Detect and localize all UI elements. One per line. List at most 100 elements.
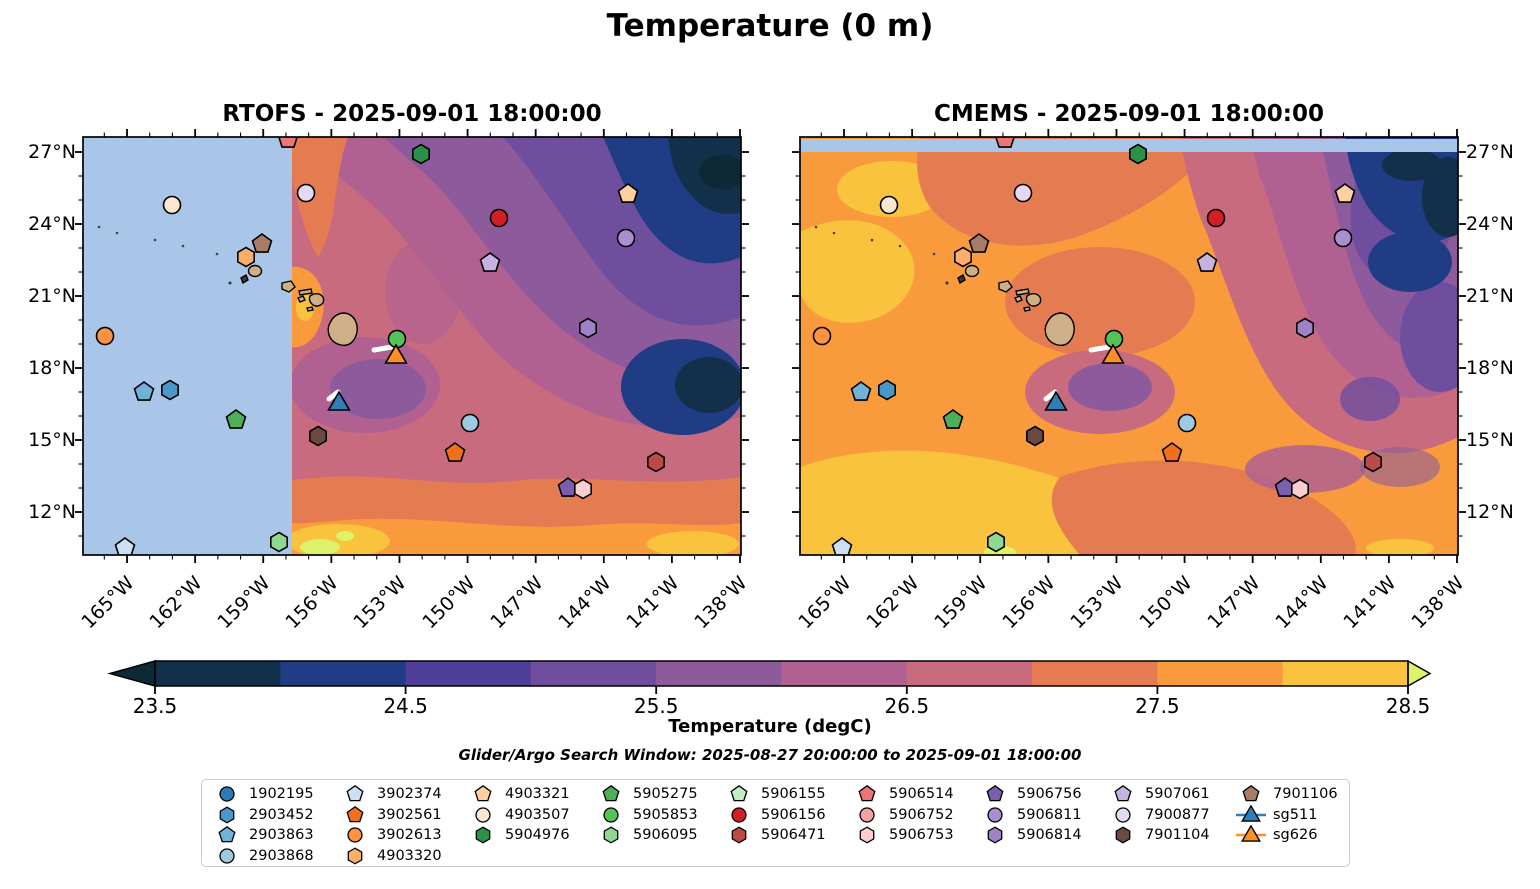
- legend-label: 3902374: [377, 786, 442, 802]
- map-marker-5904976: [1128, 143, 1148, 165]
- legend-label: 5906155: [761, 786, 826, 802]
- map-marker-3902561: [444, 442, 466, 462]
- map-marker-2903452: [161, 379, 179, 401]
- lon-tick-label: 147°W: [486, 572, 548, 634]
- lat-tick-label: 12°N: [28, 501, 76, 523]
- legend-item-sg626: sg626: [1236, 825, 1317, 845]
- float-marker-icon: [1242, 784, 1260, 802]
- legend-item-5907061: 5907061: [1108, 784, 1210, 804]
- legend-item-3902374: 3902374: [340, 784, 442, 804]
- temperature-field-rtofs: [83, 137, 741, 555]
- legend-item-5906753: 5906753: [852, 825, 954, 845]
- legend-label: sg626: [1273, 827, 1318, 844]
- glider-track-sg511: [1043, 389, 1058, 402]
- float-marker-icon: [219, 848, 235, 864]
- lon-tick-label: 138°W: [1407, 572, 1469, 634]
- float-marker-icon: [731, 807, 747, 823]
- legend-label: 7900877: [1145, 806, 1210, 823]
- legend-label: 5906095: [633, 827, 698, 844]
- axes-frame-rtofs: [82, 136, 742, 556]
- float-marker-icon: [730, 784, 748, 802]
- legend-label: 4903507: [505, 806, 570, 823]
- lon-tick-label: 159°W: [213, 572, 275, 634]
- lat-tick-label: 21°N: [28, 285, 76, 307]
- axis-ticks-cmems: [792, 129, 1466, 563]
- map-marker-5906471: [646, 451, 666, 473]
- float-marker-icon: [731, 826, 747, 844]
- legend-item-4903507: 4903507: [468, 805, 570, 825]
- glider-legend-icon: [1236, 825, 1266, 843]
- colorbar-segment: [1032, 661, 1158, 686]
- glider-track-sg511: [326, 389, 341, 402]
- map-marker-3902613: [95, 326, 115, 346]
- map-marker-4903507: [162, 195, 182, 215]
- colorbar-outline: [154, 660, 1409, 687]
- legend-item-5904976: 5904976: [468, 825, 570, 845]
- colorbar-segment: [781, 661, 908, 686]
- colorbar-tick-label: 26.5: [884, 694, 930, 718]
- legend-label: 5907061: [1145, 786, 1210, 802]
- map-marker-5906814: [578, 317, 598, 339]
- lat-tick-label: 15°N: [1466, 429, 1514, 451]
- map-marker-3902613: [812, 326, 832, 346]
- colorbar-over-arrow: [1407, 659, 1432, 688]
- legend-item-5906471: 5906471: [724, 825, 826, 845]
- map-marker-5905275: [942, 409, 964, 429]
- float-marker-icon: [475, 807, 491, 823]
- float-marker-icon: [475, 826, 491, 844]
- search-window-subtitle: Glider/Argo Search Window: 2025-08-27 20…: [458, 746, 1082, 764]
- map-marker-sg511: [1044, 390, 1068, 411]
- colorbar-tick-label: 27.5: [1135, 694, 1180, 718]
- legend-item-3902613: 3902613: [340, 825, 442, 845]
- lat-tick-label: 27°N: [1466, 141, 1514, 163]
- colorbar-segments: [155, 661, 1409, 686]
- legend-label: 3902613: [377, 827, 442, 844]
- legend-label: sg511: [1273, 806, 1318, 823]
- float-marker-icon: [603, 826, 619, 844]
- float-marker-icon: [603, 807, 619, 823]
- map-marker-5906156: [489, 208, 509, 228]
- lon-tick-label: 153°W: [349, 572, 412, 634]
- legend-item-7900877: 7900877: [1108, 805, 1210, 825]
- lon-tick-label: 162°W: [145, 572, 207, 634]
- legend-item-5905853: 5905853: [596, 805, 698, 825]
- map-marker-7901106: [251, 233, 273, 253]
- map-marker-5906471: [1363, 451, 1383, 473]
- lon-tick-label: 156°W: [998, 572, 1060, 634]
- lon-tick-label: 147°W: [1203, 572, 1265, 634]
- map-marker-5905853: [387, 329, 407, 349]
- legend: 1902195 2903452 2903863 2903868 3902374 39025…: [201, 779, 1350, 867]
- colorbar-tick-label: 28.5: [1385, 694, 1431, 718]
- map-marker-7900877: [296, 183, 316, 203]
- lat-tick-label: 18°N: [28, 357, 76, 379]
- colorbar-segment: [1157, 661, 1284, 686]
- platform-markers-rtofs: [95, 137, 666, 555]
- legend-label: 5906752: [889, 806, 954, 823]
- colorbar-tick-label: 24.5: [383, 694, 428, 718]
- float-marker-icon: [474, 784, 492, 802]
- colorbar-tick-label: 25.5: [633, 694, 679, 718]
- legend-label: 2903868: [249, 848, 314, 865]
- float-marker-icon: [219, 786, 235, 802]
- figure-title: Temperature (0 m): [606, 8, 934, 44]
- colorbar-segment: [906, 661, 1033, 686]
- lon-tick-label: 153°W: [1066, 572, 1129, 634]
- panel-title-cmems: CMEMS - 2025-09-01 18:00:00: [933, 101, 1325, 127]
- lon-tick-label: 165°W: [77, 572, 139, 634]
- lat-tick-label: 24°N: [1466, 213, 1514, 235]
- map-marker-4903321: [1334, 183, 1356, 203]
- map-marker-7901104: [1026, 425, 1044, 447]
- map-marker-3902374: [831, 537, 853, 555]
- lat-tick-label: 21°N: [1466, 285, 1514, 307]
- glider-tracks-cmems: [1043, 344, 1112, 402]
- map-marker-4903507: [879, 195, 899, 215]
- lat-tick-label: 27°N: [28, 141, 76, 163]
- legend-item-5905275: 5905275: [596, 784, 698, 804]
- map-marker-sg626: [384, 343, 408, 364]
- colorbar-segment: [530, 661, 657, 686]
- map-marker-sg626: [1101, 343, 1125, 364]
- legend-item-5906095: 5906095: [596, 825, 698, 845]
- legend-label: 5906814: [1017, 827, 1082, 844]
- legend-item-7901104: 7901104: [1108, 825, 1210, 845]
